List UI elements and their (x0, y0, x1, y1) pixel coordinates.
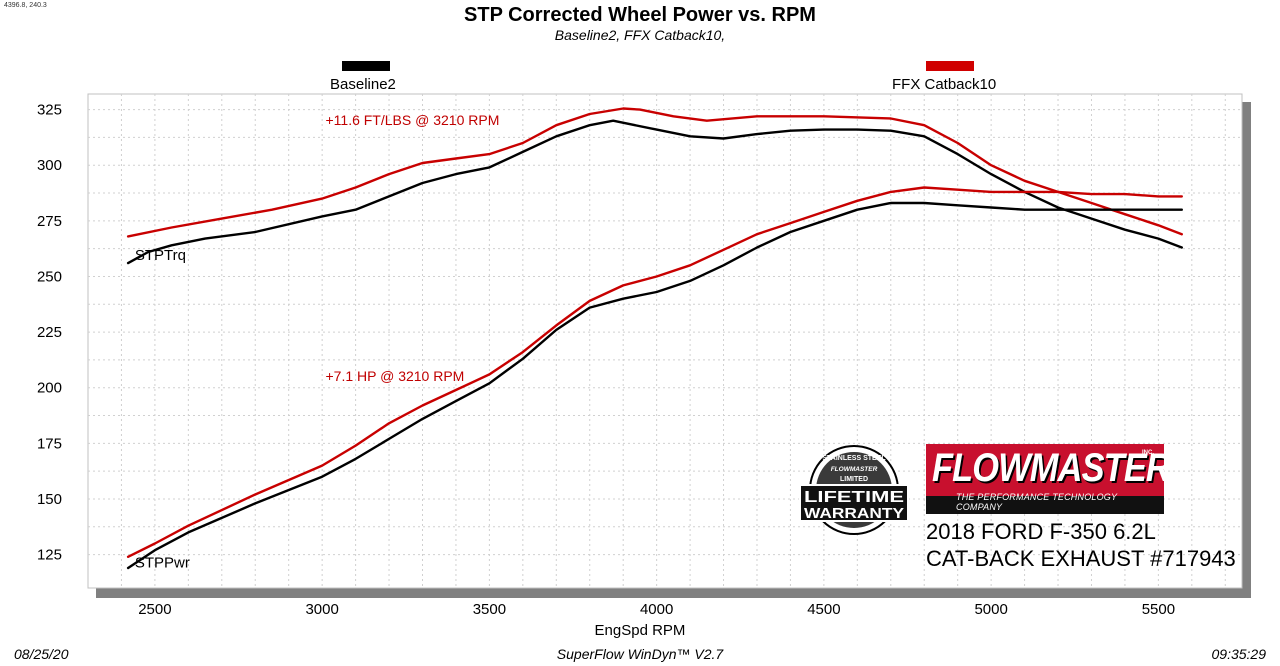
badge-line-brand: FLOWMASTER (831, 466, 878, 473)
logo-tagline: THE PERFORMANCE TECHNOLOGY COMPANY (956, 492, 1118, 512)
y-axis-ticks: 125 150 175 200 225 250 275 300 325 (37, 102, 62, 564)
series-label-stppwr: STPPwr (135, 554, 190, 571)
y-tick-label: 200 (37, 380, 62, 397)
badge-line-warranty: WARRANTY (804, 505, 904, 522)
x-tick-label: 3500 (473, 601, 506, 618)
x-tick-label: 4500 (807, 601, 840, 618)
badge-banner (799, 484, 909, 522)
x-tick-label: 4000 (640, 601, 673, 618)
annotation-torque-gain: +11.6 FT/LBS @ 3210 RPM (325, 112, 499, 128)
vehicle-description: 2018 FORD F-350 6.2L (926, 519, 1156, 544)
y-tick-label: 325 (37, 102, 62, 119)
legend-swatch-baseline (342, 61, 390, 71)
series-lines (126, 107, 1184, 570)
x-axis-ticks: 2500 3000 3500 4000 4500 5000 5500 (138, 601, 1175, 618)
logo-inc: INC. (1142, 450, 1154, 456)
x-axis-label: EngSpd RPM (594, 622, 686, 639)
y-tick-label: 150 (37, 491, 62, 508)
x-tick-label: 5000 (974, 601, 1007, 618)
legend-label-baseline: Baseline2 (330, 76, 396, 93)
y-tick-label: 250 (37, 268, 62, 285)
x-tick-label: 5500 (1142, 601, 1175, 618)
lifetime-warranty-badge: STAINLESS STEEL FLOWMASTER LIMITED LIFET… (799, 445, 909, 535)
run-date: 08/25/20 (14, 646, 69, 662)
software-version: SuperFlow WinDyn™ V2.7 (556, 646, 724, 662)
chart-title: STP Corrected Wheel Power vs. RPM (464, 4, 816, 26)
y-tick-label: 275 (37, 213, 62, 230)
annotation-power-gain: +7.1 HP @ 3210 RPM (325, 368, 464, 384)
chart-subtitle: Baseline2, FFX Catback10, (554, 27, 726, 43)
series-line-stptrq-baseline (126, 119, 1184, 265)
legend-swatch-catback (926, 61, 974, 71)
cursor-readout: 4396.8, 240.3 (4, 2, 47, 9)
series-labels: STPTrq STPPwr (135, 247, 190, 571)
x-tick-label: 2500 (138, 601, 171, 618)
series-line-stppwr-catback (126, 186, 1184, 558)
plot-shadow-bottom (96, 588, 1251, 598)
product-description: CAT-BACK EXHAUST #717943 (926, 546, 1236, 571)
y-tick-label: 225 (37, 324, 62, 341)
series-line-stppwr-baseline (126, 201, 1184, 570)
x-tick-label: 3000 (305, 601, 338, 618)
plot-shadow-right (1242, 102, 1251, 598)
series-line-stptrq-catback (126, 107, 1184, 238)
y-tick-label: 125 (37, 547, 62, 564)
legend-label-catback: FFX Catback10 (892, 76, 997, 93)
annotations: +11.6 FT/LBS @ 3210 RPM +7.1 HP @ 3210 RP… (325, 112, 499, 384)
y-tick-label: 300 (37, 157, 62, 174)
badge-line-limited: LIMITED (840, 476, 868, 483)
flowmaster-logo: FLOWMASTER INC. THE PERFORMANCE TECHNOLO… (926, 444, 1164, 514)
logo-wordmark: FLOWMASTER (932, 446, 1164, 490)
y-tick-label: 175 (37, 435, 62, 452)
run-time: 09:35:29 (1211, 646, 1267, 662)
series-label-stptrq: STPTrq (135, 247, 186, 264)
logo-tagline-bar (926, 496, 1164, 514)
badge-line-lifetime: LIFETIME (804, 489, 904, 506)
badge-line-stainless: STAINLESS STEEL (822, 455, 886, 462)
